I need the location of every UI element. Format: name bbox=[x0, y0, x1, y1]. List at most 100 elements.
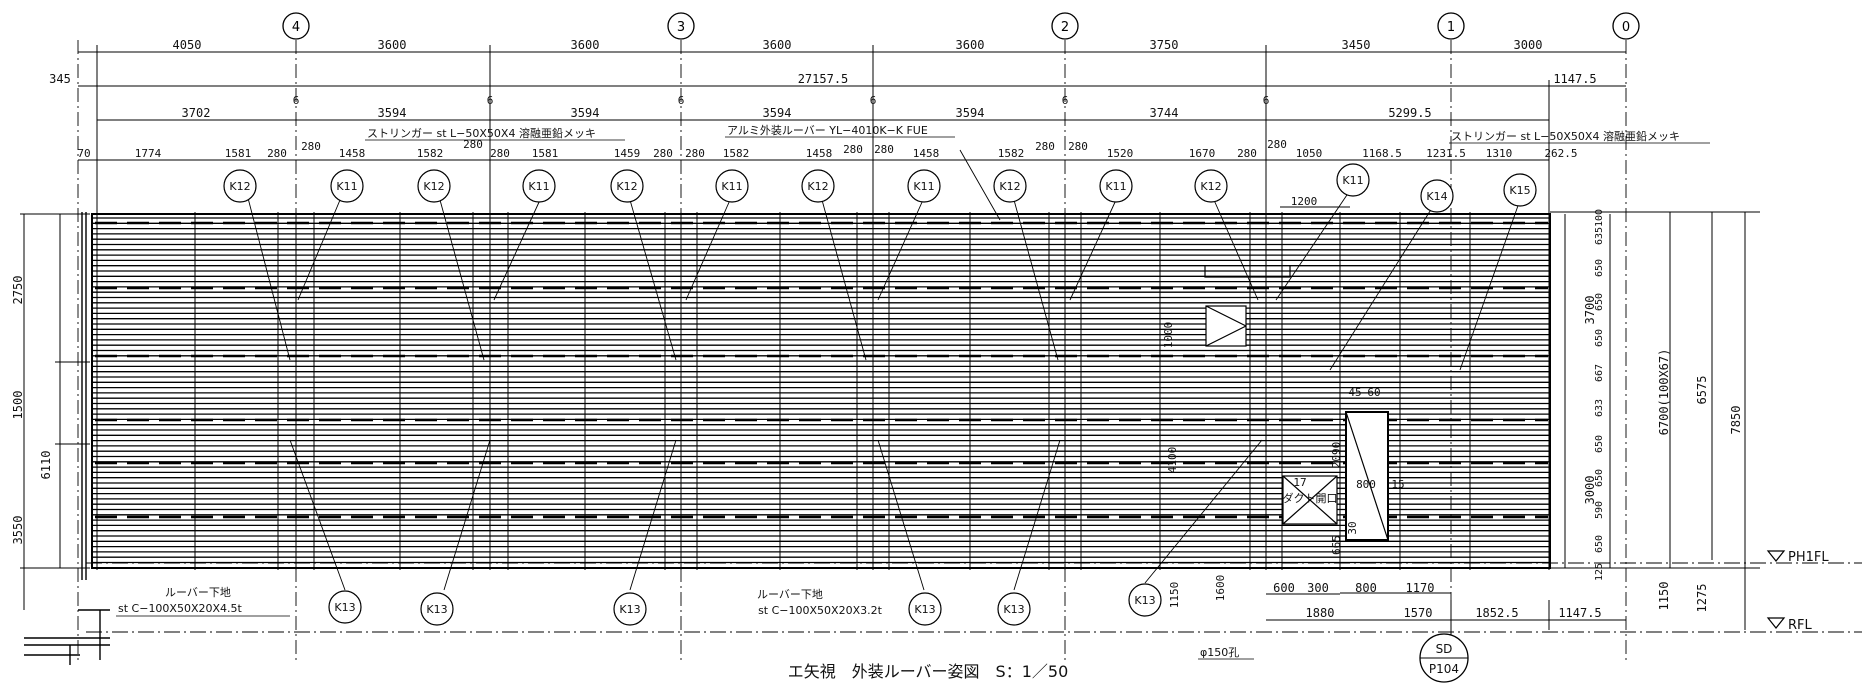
dim-text: 6 bbox=[1263, 94, 1270, 107]
svg-text:K15: K15 bbox=[1509, 184, 1530, 197]
dim-text: 1168.5 bbox=[1362, 147, 1402, 160]
tag-bubble: K13 bbox=[908, 592, 942, 626]
right-group-dim: 3700 bbox=[1583, 296, 1597, 325]
dim-text: 280 bbox=[1068, 140, 1088, 153]
left-dim: 3550 bbox=[11, 516, 25, 545]
right-total-1: 6700(100X67) bbox=[1657, 349, 1671, 436]
level-lines: PH1FL RFL bbox=[86, 550, 1862, 633]
dim-text: 4050 bbox=[173, 38, 202, 52]
grid-axis-label: 4 bbox=[292, 20, 300, 35]
grid-axes: 4 3 2 1 0 bbox=[282, 12, 1640, 40]
dim-text: 3600 bbox=[571, 38, 600, 52]
dim-text: 280 bbox=[267, 147, 287, 160]
svg-text:K13: K13 bbox=[334, 601, 355, 614]
tag-bubble: K11 bbox=[715, 169, 749, 203]
dashed-bands bbox=[95, 221, 1548, 519]
level-label: PH1FL bbox=[1788, 550, 1829, 565]
svg-text:K11: K11 bbox=[336, 180, 357, 193]
svg-text:K12: K12 bbox=[999, 180, 1020, 193]
left-dim: 1500 bbox=[11, 391, 25, 420]
dim-text: 3594 bbox=[956, 106, 985, 120]
dim-overall: 27157.5 bbox=[798, 72, 849, 86]
tag-bubble: K11 bbox=[1099, 169, 1133, 203]
base-notes: ルーバー下地 st C−100X50X20X4.5t ルーバー下地 st C−1… bbox=[116, 586, 1254, 660]
dim-text: 1458 bbox=[339, 147, 366, 160]
base-center-1: ルーバー下地 bbox=[757, 588, 823, 601]
right-bottom-dim: 1275 bbox=[1695, 584, 1709, 613]
right-total-2: 6575 bbox=[1695, 376, 1709, 405]
misc-dim: 1000 bbox=[1162, 322, 1175, 349]
dim-text: 280 bbox=[490, 147, 510, 160]
dim-text: 1581 bbox=[532, 147, 559, 160]
dim-text: 3594 bbox=[763, 106, 792, 120]
dim-1200: 1200 bbox=[1280, 195, 1350, 208]
bottom-dim: 800 bbox=[1355, 581, 1377, 595]
dimension-lines bbox=[78, 45, 1626, 215]
svg-text:K14: K14 bbox=[1426, 190, 1447, 203]
dim-text: 1670 bbox=[1189, 147, 1216, 160]
tag-bubble: K13 bbox=[997, 592, 1031, 626]
dim-text: 280 bbox=[685, 147, 705, 160]
left-dim: 2750 bbox=[11, 276, 25, 305]
svg-text:K11: K11 bbox=[913, 180, 934, 193]
tag-bubble: K13 bbox=[613, 592, 647, 626]
duct-detail bbox=[1204, 265, 1389, 541]
top-notes: ストリンガー st L−50X50X4 溶融亜鉛メッキ アルミ外装ルーバー YL… bbox=[365, 124, 1710, 144]
dim-text: 280 bbox=[874, 143, 894, 156]
misc-dim: 60 bbox=[1367, 386, 1380, 399]
dim-text: 1310 bbox=[1486, 147, 1513, 160]
dim-text: 3600 bbox=[956, 38, 985, 52]
dim-text: 3600 bbox=[378, 38, 407, 52]
svg-text:K11: K11 bbox=[528, 180, 549, 193]
right-small-dim: 650 bbox=[1594, 469, 1605, 487]
dim-text: 1582 bbox=[417, 147, 444, 160]
misc-dim: 2090 bbox=[1330, 442, 1343, 469]
bottom-tags: K13 K13 K13 K13 K13 K13 bbox=[328, 583, 1162, 626]
top-tags: K12 K11 K12 K11 K12 K11 K12 K11 K12 K11 … bbox=[223, 163, 1537, 213]
dim-text: 3600 bbox=[763, 38, 792, 52]
dim-text: 1050 bbox=[1296, 147, 1323, 160]
dim-text: 280 bbox=[1237, 147, 1257, 160]
misc-dim: 1600 bbox=[1214, 575, 1227, 602]
dim-text: 1458 bbox=[913, 147, 940, 160]
hole-note: φ150孔 bbox=[1200, 646, 1239, 659]
bottom-dim: 1170 bbox=[1406, 581, 1435, 595]
right-bottom-dim: 1150 bbox=[1657, 582, 1671, 611]
svg-text:K12: K12 bbox=[616, 180, 637, 193]
svg-text:1200: 1200 bbox=[1291, 195, 1318, 208]
tag-bubble: K12 bbox=[993, 169, 1027, 203]
dim-text: 1458 bbox=[806, 147, 833, 160]
right-small-dim: 650 bbox=[1594, 435, 1605, 453]
dim-text: 6 bbox=[678, 94, 685, 107]
tag-bubble: K11 bbox=[330, 169, 364, 203]
right-group-dim: 3000 bbox=[1583, 476, 1597, 505]
dim-text: 6 bbox=[1062, 94, 1069, 107]
dim-text: 3450 bbox=[1342, 38, 1371, 52]
drawing-title: エ矢視 外装ルーバー姿図 S：1／50 bbox=[788, 662, 1069, 681]
misc-dim: 665 bbox=[1330, 535, 1343, 555]
dim-text: 1459 bbox=[614, 147, 641, 160]
right-small-dim: 635 bbox=[1594, 227, 1605, 245]
dim-text: 280 bbox=[301, 140, 321, 153]
dim-text: 280 bbox=[463, 138, 483, 151]
svg-text:K12: K12 bbox=[423, 180, 444, 193]
right-total-3: 7850 bbox=[1729, 406, 1743, 435]
tag-bubble: K11 bbox=[1336, 163, 1370, 197]
dim-row-2: 345 27157.5 1147.5 bbox=[49, 72, 1597, 86]
dim-text: 280 bbox=[1035, 140, 1055, 153]
right-small-dim: 650 bbox=[1594, 329, 1605, 347]
dim-row-4: 70 1774 1581 280 280 1458 1582 280 280 1… bbox=[77, 138, 1577, 160]
dim-text: 70 bbox=[77, 147, 90, 160]
right-dims: 100 635 650 650 650 667 633 650 650 590 … bbox=[1550, 209, 1760, 630]
base-left-2: st C−100X50X20X4.5t bbox=[118, 602, 243, 615]
right-small-dim: 590 bbox=[1594, 501, 1605, 519]
svg-text:K13: K13 bbox=[619, 603, 640, 616]
dim-left: 345 bbox=[49, 72, 71, 86]
dim-text: 1582 bbox=[723, 147, 750, 160]
tag-bubble: K12 bbox=[610, 169, 644, 203]
note-stringer-left: ストリンガー st L−50X50X4 溶融亜鉛メッキ bbox=[367, 126, 596, 140]
dim-text: 262.5 bbox=[1544, 147, 1577, 160]
misc-dim: 15 bbox=[1391, 478, 1404, 491]
bottom-dim: 1147.5 bbox=[1558, 606, 1601, 620]
section-reference: SD P104 bbox=[1419, 600, 1469, 683]
